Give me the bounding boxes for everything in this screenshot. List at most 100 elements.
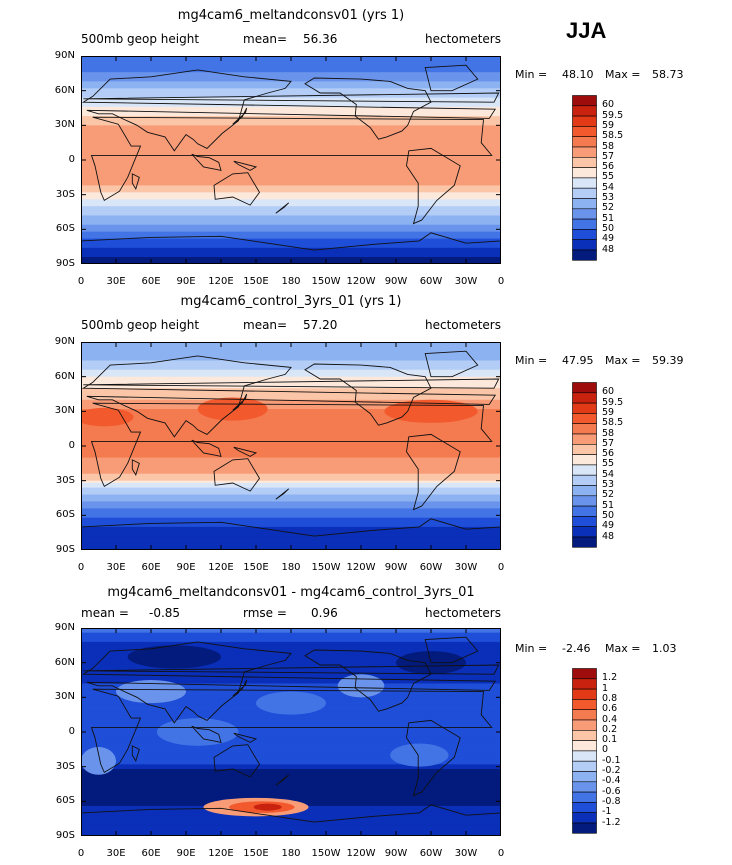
- max-label: Max =: [605, 354, 641, 367]
- colorbar-label: 57: [602, 437, 615, 449]
- contour-band: [81, 741, 501, 745]
- contour-band: [81, 487, 501, 491]
- contour-band: [81, 127, 501, 131]
- contour-band: [81, 450, 501, 454]
- contour-band: [81, 789, 501, 793]
- contour-blob: [81, 407, 134, 427]
- colorbar-label: 48: [602, 243, 615, 255]
- lon-tick-label: 60W: [419, 848, 443, 859]
- contour-band: [81, 778, 501, 782]
- contour-band: [81, 201, 501, 205]
- colorbar-swatch: [572, 229, 597, 240]
- contour-band: [81, 425, 501, 429]
- lon-tick-label: 60E: [141, 562, 161, 573]
- contour-band: [81, 536, 501, 540]
- contour-band: [81, 720, 501, 724]
- min-value: -2.46: [562, 642, 591, 655]
- lat-tick-label: 90S: [55, 830, 75, 841]
- contour-band: [81, 508, 501, 512]
- lon-tick-label: 60E: [141, 276, 161, 287]
- lat-tick-label: 60N: [54, 656, 75, 668]
- lon-tick-label: 0: [77, 562, 85, 573]
- contour-band: [81, 664, 501, 668]
- contour-band: [81, 111, 501, 115]
- contour-band: [81, 503, 501, 507]
- contour-band: [81, 729, 501, 733]
- contour-band: [81, 120, 501, 124]
- contour-band: [81, 501, 501, 505]
- contour-band: [81, 517, 501, 521]
- contour-band: [81, 471, 501, 475]
- contour-band: [81, 217, 501, 221]
- contour-band: [81, 513, 501, 516]
- colorbar-swatch: [572, 699, 597, 710]
- coastline: [233, 732, 258, 743]
- colorbar-label: 53: [602, 192, 615, 203]
- contour-band: [81, 688, 501, 691]
- contour-band: [81, 157, 501, 161]
- colorbar-swatch: [572, 760, 597, 772]
- contour-band: [81, 443, 501, 447]
- contour-band: [81, 166, 501, 170]
- lon-tick-label: 180: [281, 276, 301, 287]
- colorbar-swatch: [572, 402, 597, 414]
- left-label: mean =: [81, 606, 129, 620]
- contour-band: [81, 822, 501, 826]
- contour-band: [81, 418, 501, 422]
- lat-tick-label: 90N: [54, 622, 75, 633]
- contour-band: [81, 215, 501, 219]
- colorbar-swatch: [572, 105, 597, 117]
- contour-band: [81, 99, 501, 103]
- max-value: 58.73: [652, 68, 684, 81]
- contour-band: [81, 441, 501, 445]
- contour-band: [81, 213, 501, 217]
- coastline: [213, 744, 261, 778]
- contour-band: [81, 448, 501, 452]
- contour-band: [81, 376, 501, 380]
- lat-tick-label: 60N: [54, 370, 75, 382]
- lon-tick-label: 150E: [243, 848, 269, 859]
- lat-tick-label: 30N: [54, 119, 75, 131]
- contour-band: [81, 476, 501, 479]
- contour-band: [81, 348, 501, 352]
- lon-tick-label: 150E: [243, 276, 269, 287]
- lon-tick-label: 90W: [384, 562, 408, 573]
- colorbar-label: 54: [602, 468, 615, 480]
- coastline: [90, 402, 493, 488]
- contour-band: [81, 540, 501, 544]
- contour-band: [81, 210, 501, 214]
- lat-tick-label: 0: [68, 154, 75, 165]
- map-plot: [81, 342, 501, 550]
- contour-band: [81, 660, 501, 664]
- contour-band: [81, 229, 501, 233]
- contour-band: [81, 372, 501, 375]
- mean-value: 56.36: [303, 32, 338, 46]
- colorbar-label: 57: [602, 150, 615, 162]
- contour-band: [81, 365, 501, 369]
- colorbar-swatch: [572, 167, 597, 179]
- contour-blob: [256, 691, 326, 715]
- contour-band: [81, 222, 501, 226]
- lon-tick-label: 150W: [311, 848, 341, 859]
- colorbar-swatch: [572, 392, 597, 404]
- contour-band: [81, 90, 501, 94]
- coastline: [406, 433, 461, 511]
- contour-band: [81, 429, 501, 433]
- contour-band: [81, 395, 501, 399]
- contour-band: [81, 499, 501, 503]
- contour-band: [81, 526, 501, 530]
- colorbar-swatch: [572, 812, 597, 824]
- lon-tick-label: 120W: [346, 562, 376, 573]
- lat-tick-label: 30N: [54, 691, 75, 703]
- contour-band: [81, 220, 501, 223]
- contour-band: [81, 755, 501, 759]
- contour-band: [81, 415, 501, 419]
- contour-band: [81, 76, 501, 80]
- colorbar-swatch: [572, 382, 597, 394]
- contour-band: [81, 750, 501, 754]
- contour-band: [81, 141, 501, 145]
- contour-band: [81, 192, 501, 196]
- colorbar-label: 58.5: [602, 130, 624, 142]
- contour-band: [81, 648, 501, 652]
- contour-band: [81, 362, 501, 366]
